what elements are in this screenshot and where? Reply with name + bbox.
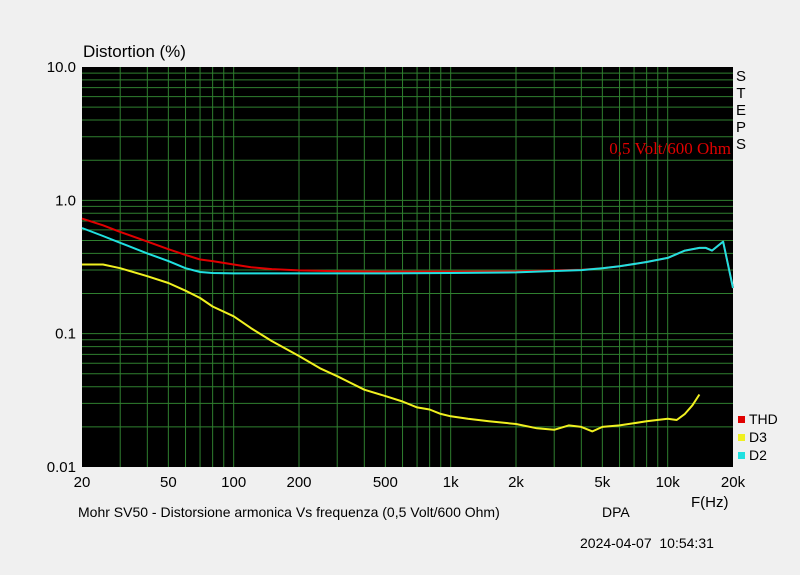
legend-swatch	[738, 434, 745, 441]
x-tick-label: 500	[373, 474, 398, 491]
chart-title: Distortion (%)	[83, 42, 186, 61]
y-tick-label: 0.01	[47, 459, 76, 476]
x-tick-label: 200	[286, 474, 311, 491]
x-tick-label: 1k	[443, 474, 459, 491]
steps-letter: S	[736, 68, 746, 85]
x-tick-label: 5k	[594, 474, 610, 491]
y-tick-label: 1.0	[55, 192, 76, 209]
steps-letter: S	[736, 136, 746, 153]
steps-letter: E	[736, 102, 746, 119]
footer-timestamp: 2024-04-07 10:54:31	[580, 535, 714, 551]
footer-brand: DPA	[602, 504, 630, 520]
x-tick-label: 100	[221, 474, 246, 491]
legend-label: D2	[749, 447, 767, 463]
x-tick-label: 10k	[656, 474, 681, 491]
x-tick-label: 2k	[508, 474, 524, 491]
legend-swatch	[738, 452, 745, 459]
legend: THD D3 D2	[738, 411, 778, 463]
y-tick-labels: 10.0 1.0 0.1 0.01	[47, 59, 76, 476]
x-tick-labels: 20 50 100 200 500 1k 2k 5k 10k 20k	[74, 474, 746, 491]
steps-letter: P	[736, 119, 746, 136]
x-tick-label: 20k	[721, 474, 746, 491]
y-tick-label: 10.0	[47, 59, 76, 76]
footer-caption: Mohr SV50 - Distorsione armonica Vs freq…	[78, 504, 500, 520]
legend-label: D3	[749, 429, 767, 445]
x-tick-label: 20	[74, 474, 91, 491]
series-group	[81, 217, 734, 433]
x-tick-label: 50	[160, 474, 177, 491]
y-tick-label: 0.1	[55, 326, 76, 343]
chart-annotation: 0,5 Volt/600 Ohm	[609, 139, 731, 158]
legend-label: THD	[749, 411, 778, 427]
plot-area	[82, 67, 733, 467]
series-line-d2	[81, 227, 734, 289]
steps-letter: T	[736, 85, 745, 102]
x-axis-label: F(Hz)	[691, 494, 729, 511]
grid	[82, 67, 733, 467]
series-line-d3	[82, 263, 701, 433]
legend-swatch	[738, 416, 745, 423]
